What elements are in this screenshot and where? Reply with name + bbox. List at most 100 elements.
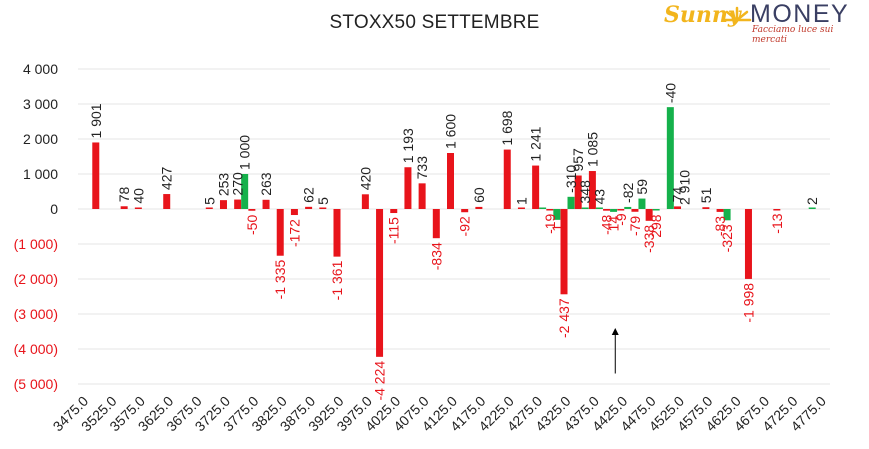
bar-calls [234,199,242,209]
bar-calls [603,209,611,211]
bar-calls [134,207,142,209]
data-label: -323 [719,224,735,252]
data-label: 60 [471,187,487,203]
bar-calls [503,149,511,209]
bar-puts [567,196,575,209]
data-label: 1 193 [400,128,416,163]
data-label: -79 [627,216,643,236]
data-label: 1 901 [88,103,104,138]
bar-calls [290,209,298,216]
bar-calls [361,194,369,209]
bar-calls [205,207,213,209]
bar-calls [390,209,398,214]
bar-calls [418,183,426,209]
bar-calls [560,209,568,295]
bar-calls [248,209,256,211]
bar-calls [163,194,171,209]
bar-puts [666,107,674,209]
bar-calls [645,209,653,221]
data-label: 1 600 [443,114,459,149]
data-label: -19 [542,213,558,233]
data-label: -1 998 [740,283,756,323]
bar-calls [744,209,752,279]
data-label: 1 698 [499,110,515,145]
data-label: 2 [804,197,820,205]
data-label: -115 [386,217,402,244]
data-label: 59 [634,179,650,195]
bar-calls [376,209,384,357]
bar-calls [305,206,313,209]
bar-calls [674,206,682,209]
bar-calls [716,209,724,212]
bar-puts [610,209,618,212]
data-label: 420 [357,167,373,191]
data-label: -83 [712,216,728,236]
data-label: 1 000 [237,135,253,170]
y-tick-label: 1 000 [23,166,58,182]
data-label: 1 [549,224,565,232]
data-label: 348 [577,180,593,204]
bar-calls [773,209,781,211]
data-label: -1 335 [272,260,288,300]
bar-calls [92,142,100,209]
chart-title: STOXX50 SETTEMBRE [329,12,540,33]
bar-calls [588,171,596,209]
data-label: -92 [457,216,473,236]
bar-calls [475,206,483,209]
bar-calls [319,207,327,209]
bar-puts [581,207,589,209]
bar-puts [638,198,646,209]
logo-money: MONEY [750,0,850,28]
data-label: -48 [599,214,615,234]
y-tick-label: (2 000) [14,271,58,287]
data-label: 427 [159,166,175,190]
bar-calls [432,209,440,239]
bar-calls [532,165,540,209]
y-tick-label: 0 [50,201,58,217]
data-label: 43 [591,189,607,205]
data-label: -338 [641,225,657,253]
y-tick-label: (1 000) [14,236,58,252]
data-label: 5 [315,197,331,205]
data-label: 253 [215,173,231,197]
bar-puts [624,206,632,209]
bar-calls [333,209,341,257]
logo-tagline: Facciamo luce sui mercati [752,25,834,45]
data-label: 62 [301,187,317,203]
bar-calls [276,209,284,256]
bar-calls [546,209,554,211]
logo-sunny: Sunny [664,2,741,28]
data-label: 74 [670,187,686,203]
data-label: 1 241 [528,126,544,161]
data-label: 5 [201,197,217,205]
bar-calls [617,209,625,211]
data-label: 1 085 [584,132,600,167]
data-label: -1 361 [329,260,345,300]
data-label: 51 [698,187,714,203]
data-label: -40 [662,83,678,103]
sun-rays-icon [722,6,752,22]
bar-puts [652,209,660,211]
y-tick-label: (4 000) [14,341,58,357]
data-label: -2 437 [556,298,572,338]
data-label: 40 [130,188,146,204]
bar-puts [808,207,816,209]
y-tick-label: 4 000 [23,61,58,77]
bar-calls [574,175,582,209]
data-label: -9 [613,213,629,226]
bar-calls [219,200,227,209]
data-label: 1 [513,197,529,205]
y-tick-label: 2 000 [23,131,58,147]
bar-puts [553,209,561,220]
data-label: -13 [769,213,785,233]
sunny-money-logo: Sunny MONEY Facciamo luce sui mercati [664,0,864,45]
data-label: -4 224 [372,361,388,401]
y-tick-label: (5 000) [14,376,58,392]
data-label: -82 [620,182,636,202]
bar-puts [595,207,603,209]
data-label: -834 [428,242,444,270]
arrow-up-icon [611,328,619,335]
bar-calls [447,153,454,209]
bar-calls [517,207,525,209]
